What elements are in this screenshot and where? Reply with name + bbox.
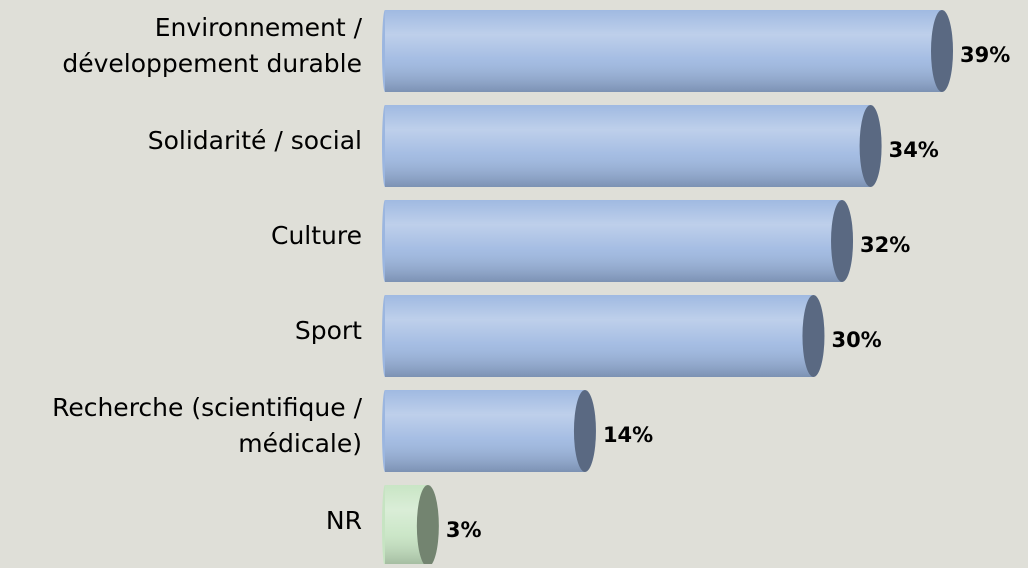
category-label: Culture <box>271 221 362 250</box>
value-label: 34% <box>889 138 939 162</box>
bar-shine <box>385 295 814 377</box>
bar-end-shade <box>831 200 854 282</box>
category-label: Sport <box>295 316 362 345</box>
bar-shine <box>385 200 843 282</box>
bar-end-cap <box>859 105 882 187</box>
value-label: 39% <box>960 43 1010 67</box>
value-label: 14% <box>603 423 653 447</box>
category-label: Recherche (scientifique / <box>52 393 362 422</box>
bar-end-shade <box>416 485 439 567</box>
bar-shine <box>385 105 871 187</box>
category-label: Solidarité / social <box>148 126 362 155</box>
category-label: médicale) <box>238 429 362 458</box>
bar-end-cap <box>573 390 596 472</box>
bar-end-shade <box>931 10 953 92</box>
value-label: 32% <box>860 233 910 257</box>
bar-end-shade <box>573 390 596 472</box>
category-label: NR <box>326 506 362 535</box>
value-label: 3% <box>446 518 482 542</box>
category-label: développement durable <box>62 49 362 78</box>
bar-end-cap <box>416 485 439 567</box>
bar-end-cap <box>931 10 953 92</box>
value-label: 30% <box>831 328 881 352</box>
bar-end-cap <box>831 200 854 282</box>
bar-end-cap <box>802 295 825 377</box>
bar-shine <box>385 10 942 92</box>
bar-shine <box>385 390 585 472</box>
category-label: Environnement / <box>155 13 363 42</box>
bar-end-shade <box>859 105 882 187</box>
bar-end-shade <box>802 295 825 377</box>
